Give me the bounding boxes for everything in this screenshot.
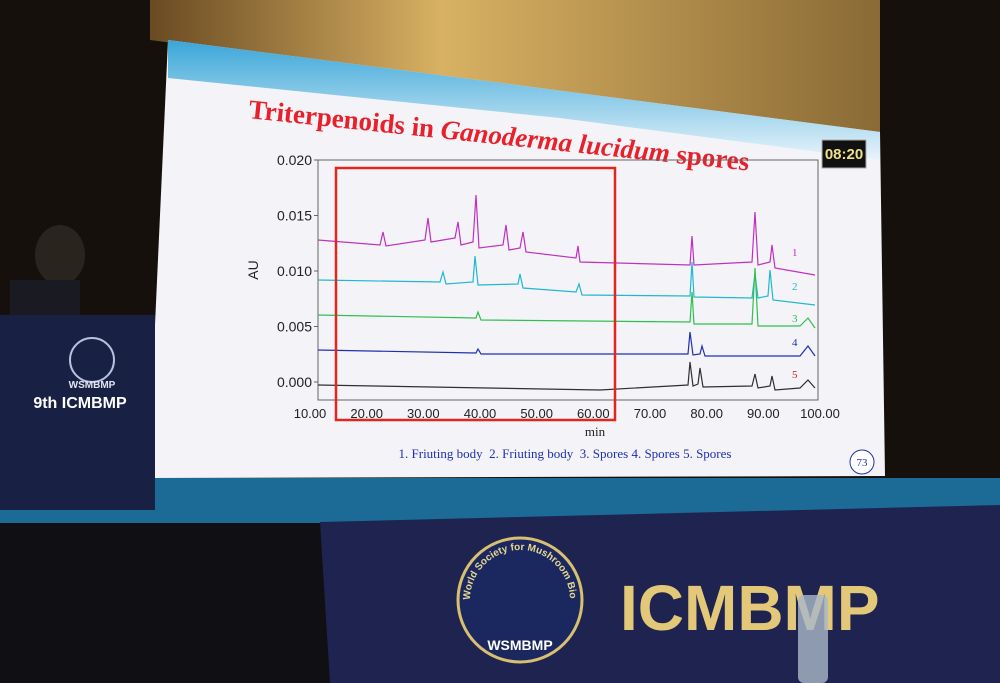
y-tick-label: 0.015 xyxy=(277,208,312,224)
highlight-box xyxy=(334,166,617,422)
trace-label: 2 xyxy=(792,281,798,293)
x-tick-label: 20.00 xyxy=(350,406,383,421)
x-tick-label: 60.00 xyxy=(577,406,610,421)
y-tick-label: 0.000 xyxy=(277,374,312,390)
page-badge xyxy=(849,449,875,475)
slide-wave xyxy=(168,40,880,160)
timer-box xyxy=(821,139,867,169)
x-tick-label: 80.00 xyxy=(690,406,723,421)
trace-1 xyxy=(317,194,816,276)
banner-logo-text: WSMBMP xyxy=(487,637,552,653)
water-bottle xyxy=(798,595,828,683)
traces xyxy=(317,194,816,391)
speaker xyxy=(35,225,85,285)
x-tick-label: 90.00 xyxy=(747,406,780,421)
x-tick-label: 40.00 xyxy=(464,406,497,421)
trace-label: 5 xyxy=(792,369,798,381)
page-number: 73 xyxy=(857,457,869,469)
podium-event: 9th ICMBMP xyxy=(33,395,127,412)
trace-label: 4 xyxy=(792,337,798,349)
podium-logo-text: WSMBMP xyxy=(69,380,116,391)
screen xyxy=(148,40,885,478)
x-tick-label: 100.00 xyxy=(800,406,840,421)
wall xyxy=(150,0,880,135)
y-tick-label: 0.005 xyxy=(277,319,312,335)
podium xyxy=(0,315,155,510)
x-axis-label: min xyxy=(585,424,606,439)
x-tick-label: 70.00 xyxy=(634,406,667,421)
trace-3 xyxy=(317,267,816,329)
y-tick-label: 0.010 xyxy=(277,263,312,279)
x-tick-label: 50.00 xyxy=(520,406,553,421)
trace-2 xyxy=(317,255,816,306)
y-tick-label: 0.020 xyxy=(277,152,312,168)
podium-logo xyxy=(69,337,115,383)
trace-label: 1 xyxy=(792,247,798,259)
banner-logo xyxy=(456,536,584,664)
banner-title: ICMBMP xyxy=(620,572,880,644)
x-tick-label: 10.00 xyxy=(294,406,327,421)
y-axis-label: AU xyxy=(245,260,261,279)
trace-5 xyxy=(317,361,816,391)
trace-4 xyxy=(317,331,816,357)
caption: 1. Friuting body 2. Friuting body 3. Spo… xyxy=(399,446,732,461)
timer: 08:20 xyxy=(825,146,863,163)
trace-label: 3 xyxy=(792,313,798,325)
x-tick-label: 30.00 xyxy=(407,406,440,421)
